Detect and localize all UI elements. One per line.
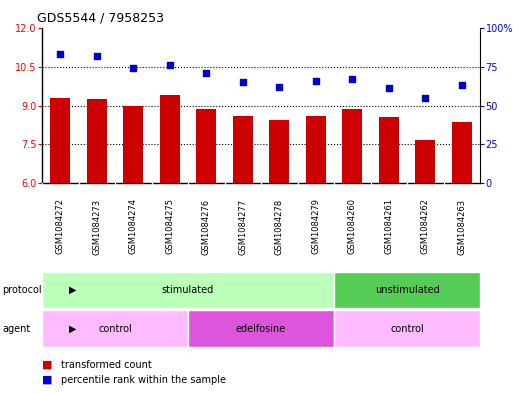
Text: GSM1084261: GSM1084261 (384, 198, 393, 255)
Text: GSM1084273: GSM1084273 (92, 198, 101, 255)
Text: control: control (98, 323, 132, 334)
Text: control: control (390, 323, 424, 334)
Text: GDS5544 / 7958253: GDS5544 / 7958253 (37, 11, 164, 24)
Text: edelfosine: edelfosine (236, 323, 286, 334)
Bar (123, 105, 143, 183)
Point (202, 70, 210, 76)
Text: agent: agent (3, 323, 31, 334)
Text: GSM1084263: GSM1084263 (457, 198, 466, 255)
Text: GSM1084272: GSM1084272 (56, 198, 65, 255)
Text: GSM1084277: GSM1084277 (238, 198, 247, 255)
Point (166, 62, 174, 68)
Bar (188, 310, 334, 347)
Bar (160, 95, 180, 183)
Bar (342, 109, 362, 183)
Bar (87, 99, 107, 183)
Bar (334, 272, 480, 308)
Point (129, 65, 137, 72)
Bar (306, 116, 326, 183)
Point (458, 82, 466, 88)
Bar (415, 140, 436, 183)
Bar (42, 272, 334, 308)
Bar (42, 310, 188, 347)
Text: ■: ■ (42, 375, 52, 385)
Text: GSM1084274: GSM1084274 (129, 198, 138, 255)
Point (311, 77, 320, 84)
Bar (196, 109, 216, 183)
Point (56, 51, 64, 57)
Point (348, 76, 357, 82)
Text: ▶: ▶ (69, 323, 77, 334)
Text: GSM1084260: GSM1084260 (348, 198, 357, 255)
Point (421, 95, 429, 101)
Text: GSM1084278: GSM1084278 (275, 198, 284, 255)
Text: ▶: ▶ (69, 285, 77, 295)
Text: GSM1084275: GSM1084275 (165, 198, 174, 255)
Text: unstimulated: unstimulated (374, 285, 439, 295)
Bar (233, 116, 253, 183)
Text: GSM1084276: GSM1084276 (202, 198, 211, 255)
Point (385, 85, 393, 92)
Point (239, 79, 247, 85)
Point (275, 84, 283, 90)
Bar (269, 120, 289, 183)
Text: GSM1084262: GSM1084262 (421, 198, 430, 255)
Bar (334, 310, 480, 347)
Text: transformed count: transformed count (62, 360, 152, 370)
Bar (379, 117, 399, 183)
Bar (50, 98, 70, 183)
Text: GSM1084279: GSM1084279 (311, 198, 320, 255)
Text: ■: ■ (42, 360, 52, 370)
Text: stimulated: stimulated (162, 285, 214, 295)
Text: percentile rank within the sample: percentile rank within the sample (62, 375, 227, 385)
Text: protocol: protocol (3, 285, 42, 295)
Point (93, 53, 101, 59)
Bar (452, 122, 472, 183)
